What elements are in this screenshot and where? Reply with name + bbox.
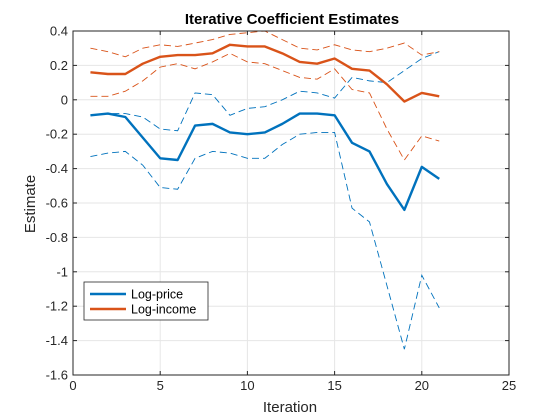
y-axis-label: Estimate [22, 175, 39, 233]
x-tick-label: 10 [240, 378, 254, 393]
y-tick-label: -1.6 [46, 368, 68, 383]
y-tick-label: 0.2 [50, 58, 68, 73]
y-ticks: -1.6 -1.4 -1.2 -1 -0.8 -0.6 -0.4 -0.2 0 0.2 0.4 [46, 24, 509, 383]
series-log-income-line [90, 43, 440, 103]
x-axis-label: Iteration [263, 399, 317, 416]
y-tick-label: -0.6 [46, 196, 68, 211]
series-log-income-lower-bound [90, 52, 440, 161]
y-tick-label: -0.8 [46, 230, 68, 245]
legend-box [83, 281, 209, 321]
y-tick-label: -0.4 [46, 161, 68, 176]
series-log-price-line [90, 112, 440, 212]
y-tick-label: -1.2 [46, 299, 68, 314]
x-tick-label: 25 [502, 378, 516, 393]
x-tick-label: 20 [415, 378, 429, 393]
legend: Log-price Log-income [83, 281, 209, 321]
x-ticks: 0 5 10 15 20 25 [69, 31, 516, 393]
x-tick-label: 5 [157, 378, 164, 393]
chart-title: Iterative Coefficient Estimates [185, 11, 399, 28]
y-tick-label: -1.4 [46, 333, 68, 348]
y-tick-label: -0.2 [46, 127, 68, 142]
series-log-price-lower-bound [90, 132, 440, 350]
y-tick-label: 0 [61, 92, 68, 107]
y-tick-label: 0.4 [50, 24, 68, 39]
x-tick-label: 0 [69, 378, 76, 393]
y-tick-label: -1 [56, 264, 68, 279]
legend-label-log-income: Log-income [131, 303, 196, 317]
series-log-price-upper-bound [90, 51, 440, 132]
x-tick-label: 15 [327, 378, 341, 393]
legend-label-log-price: Log-price [131, 288, 183, 302]
